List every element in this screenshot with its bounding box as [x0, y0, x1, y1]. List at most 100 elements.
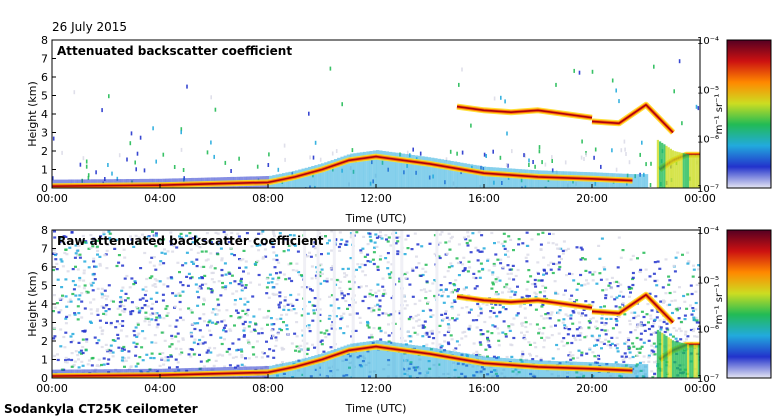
backscatter-pixel [225, 350, 229, 353]
backscatter-pixel [280, 234, 284, 237]
backscatter-pixel [442, 318, 446, 321]
haze-band [482, 356, 487, 378]
backscatter-pixel [134, 160, 136, 165]
backscatter-pixel [591, 273, 595, 276]
backscatter-pixel [639, 322, 643, 325]
backscatter-pixel [181, 337, 185, 340]
backscatter-pixel [100, 305, 104, 308]
backscatter-pixel [477, 305, 481, 308]
backscatter-pixel [79, 349, 83, 352]
backscatter-pixel [299, 349, 303, 352]
backscatter-pixel [524, 325, 528, 329]
backscatter-pixel [60, 297, 64, 300]
backscatter-pixel [125, 274, 129, 278]
backscatter-pixel [406, 234, 410, 237]
backscatter-pixel [155, 300, 158, 303]
backscatter-pixel [429, 309, 433, 312]
backscatter-pixel [571, 357, 575, 360]
backscatter-pixel [372, 262, 376, 266]
haze-band [505, 358, 509, 378]
backscatter-pixel [534, 295, 538, 299]
backscatter-pixel [166, 277, 170, 280]
colorbar-tick-label: 10⁻⁵ [697, 275, 719, 286]
backscatter-pixel [695, 321, 699, 324]
haze-band [424, 346, 428, 378]
colorbar-tick-label: 10⁻⁷ [697, 374, 719, 385]
backscatter-pixel [460, 306, 464, 310]
backscatter-pixel [386, 240, 390, 243]
haze-band [363, 151, 367, 188]
backscatter-pixel [72, 288, 76, 291]
backscatter-pixel [313, 304, 317, 307]
backscatter-pixel [604, 297, 608, 300]
backscatter-pixel [370, 336, 374, 339]
backscatter-pixel [396, 252, 400, 256]
backscatter-pixel [497, 332, 501, 335]
backscatter-pixel [84, 348, 88, 351]
backscatter-pixel [492, 355, 496, 358]
backscatter-pixel [129, 235, 132, 238]
backscatter-pixel [632, 316, 636, 320]
backscatter-pixel [615, 88, 617, 93]
backscatter-pixel [314, 277, 318, 280]
backscatter-pixel [198, 353, 201, 356]
backscatter-pixel [573, 336, 577, 339]
backscatter-pixel [210, 95, 212, 100]
backscatter-pixel [124, 299, 127, 302]
backscatter-pixel [277, 303, 281, 306]
backscatter-pixel [527, 341, 531, 344]
backscatter-pixel [145, 353, 149, 356]
backscatter-pixel [457, 313, 461, 316]
backscatter-pixel [421, 324, 425, 327]
backscatter-pixel [506, 255, 510, 258]
backscatter-pixel [77, 298, 81, 301]
backscatter-pixel [180, 127, 183, 132]
backscatter-pixel [141, 288, 145, 291]
backscatter-pixel [404, 238, 408, 241]
backscatter-pixel [277, 167, 280, 172]
backscatter-pixel [198, 317, 202, 320]
backscatter-pixel [556, 292, 560, 295]
backscatter-pixel [569, 314, 573, 317]
backscatter-pixel [525, 244, 529, 247]
backscatter-pixel [461, 331, 465, 334]
backscatter-pixel [309, 288, 312, 291]
backscatter-pixel [521, 353, 525, 356]
backscatter-pixel [449, 291, 453, 294]
haze-band [453, 161, 458, 188]
backscatter-pixel [335, 315, 338, 318]
precipitation-column [674, 341, 677, 378]
backscatter-pixel [181, 284, 185, 287]
backscatter-pixel [631, 283, 635, 287]
backscatter-pixel [337, 245, 341, 249]
backscatter-pixel [487, 269, 491, 272]
backscatter-pixel [266, 315, 270, 318]
precipitation-column [684, 343, 688, 378]
backscatter-pixel [649, 317, 653, 320]
backscatter-pixel [466, 270, 470, 273]
precipitation-column [661, 142, 664, 188]
backscatter-pixel [274, 336, 278, 339]
backscatter-pixel [260, 232, 263, 235]
x-tick-label: 16:00 [468, 382, 500, 395]
backscatter-pixel [507, 163, 509, 168]
backscatter-pixel [419, 274, 423, 277]
backscatter-pixel [635, 347, 639, 350]
precipitation-column [689, 344, 692, 378]
backscatter-pixel [354, 301, 357, 304]
backscatter-pixel [76, 318, 80, 321]
haze-band [444, 349, 448, 378]
backscatter-pixel [77, 341, 81, 344]
backscatter-pixel [524, 256, 528, 259]
backscatter-pixel [245, 232, 249, 235]
backscatter-pixel [498, 311, 502, 314]
backscatter-pixel [413, 302, 417, 306]
backscatter-pixel [458, 343, 461, 347]
backscatter-pixel [220, 259, 224, 262]
backscatter-pixel [249, 330, 253, 333]
backscatter-pixel [512, 317, 516, 320]
haze-band [408, 344, 412, 378]
backscatter-pixel [122, 345, 126, 349]
backscatter-pixel [265, 292, 269, 295]
backscatter-pixel [155, 291, 159, 294]
